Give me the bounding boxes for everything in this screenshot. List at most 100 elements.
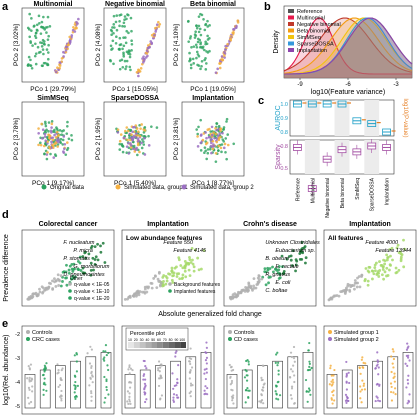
original-point: [138, 123, 141, 127]
d-point: [38, 287, 41, 291]
group2-point: [134, 135, 137, 139]
d-point: [47, 285, 51, 289]
e-point: [391, 362, 394, 365]
e-point: [91, 374, 94, 377]
original-point: [115, 28, 119, 32]
d-point: [231, 295, 235, 299]
original-point: [39, 141, 42, 145]
e-point: [307, 368, 310, 372]
e-point: [331, 378, 334, 381]
e-point: [189, 347, 192, 350]
group1-point: [74, 26, 78, 30]
pcoa-xlabel: PCo 1 [15.05%]: [112, 86, 158, 93]
e-point: [205, 367, 208, 370]
e-point: [358, 366, 361, 370]
d-point: [27, 297, 31, 301]
original-point: [43, 152, 46, 156]
sparsity-tick: 0.5: [280, 166, 288, 172]
d-point: [94, 255, 98, 259]
group2-point: [52, 156, 56, 159]
group2-point: [43, 135, 47, 138]
panel-letter-a: a: [2, 1, 9, 13]
original-point: [188, 37, 192, 40]
density-tick-label: -6: [345, 82, 351, 88]
d-point: [397, 268, 401, 272]
group2-point: [232, 27, 235, 31]
original-point: [198, 45, 202, 49]
original-point: [125, 50, 129, 54]
d-point: [99, 250, 103, 254]
d-point: [386, 258, 389, 262]
group1-point: [218, 66, 222, 70]
original-point: [46, 25, 49, 29]
d-point: [96, 242, 99, 246]
d-point: [271, 265, 274, 269]
d-point: [84, 256, 88, 260]
e-point: [204, 385, 207, 388]
original-point: [128, 53, 132, 56]
group1-point: [220, 58, 223, 61]
e-point: [160, 364, 163, 367]
e-point: [129, 367, 133, 370]
e-point: [360, 401, 363, 404]
group1-point: [46, 151, 49, 154]
group2-point: [77, 17, 80, 21]
d-point: [158, 284, 162, 288]
group1-point: [212, 131, 215, 135]
density-legend-label: Multinomial: [297, 16, 325, 22]
original-point: [198, 27, 202, 31]
e-box: [357, 365, 368, 409]
original-point: [32, 25, 36, 28]
group2-point: [210, 151, 213, 155]
original-point: [120, 58, 124, 62]
d-point: [178, 277, 182, 281]
original-point: [125, 29, 129, 33]
original-point: [34, 62, 38, 66]
group1-point: [116, 128, 120, 131]
e-percentile-cell: [157, 342, 163, 348]
d-point: [247, 286, 250, 289]
original-point: [30, 17, 33, 20]
group1-point: [196, 135, 199, 138]
e-point: [105, 353, 108, 357]
e-point: [260, 393, 263, 396]
auroc-tick: 1.0: [280, 102, 288, 108]
e-percentile-cell: [139, 342, 146, 348]
d-point: [289, 254, 293, 258]
e-point: [391, 348, 394, 351]
group1-point: [217, 144, 220, 148]
d-point: [272, 270, 275, 274]
original-point: [205, 42, 209, 46]
original-point: [142, 131, 146, 134]
e-point: [328, 383, 331, 386]
legend-swatch: [115, 184, 121, 190]
original-point: [33, 34, 37, 38]
d-feature-label: P. micra: [73, 248, 92, 254]
d-point: [150, 286, 154, 290]
d-point: [61, 270, 65, 274]
e-percentile-cell: [151, 342, 157, 348]
e-point: [345, 374, 348, 377]
group1-point: [54, 135, 58, 139]
original-point: [203, 151, 206, 154]
e-point: [57, 385, 60, 389]
group1-point: [51, 138, 55, 142]
e-point: [347, 371, 350, 374]
category-label: Multinomial: [310, 178, 316, 203]
original-point: [113, 26, 116, 29]
original-point: [44, 124, 48, 128]
original-point: [197, 64, 201, 67]
e-point: [275, 353, 278, 356]
original-point: [118, 19, 121, 23]
d-point: [294, 263, 298, 267]
group1-point: [223, 54, 226, 57]
e-point: [390, 385, 393, 389]
e-point: [106, 364, 109, 367]
d-point: [257, 278, 261, 281]
d-point: [263, 270, 267, 274]
e-point: [275, 385, 278, 388]
pcoa-ylabel: PCo 2 [3.78%]: [13, 118, 20, 160]
original-point: [27, 55, 31, 59]
e-point: [333, 368, 336, 372]
d-point: [131, 294, 135, 298]
